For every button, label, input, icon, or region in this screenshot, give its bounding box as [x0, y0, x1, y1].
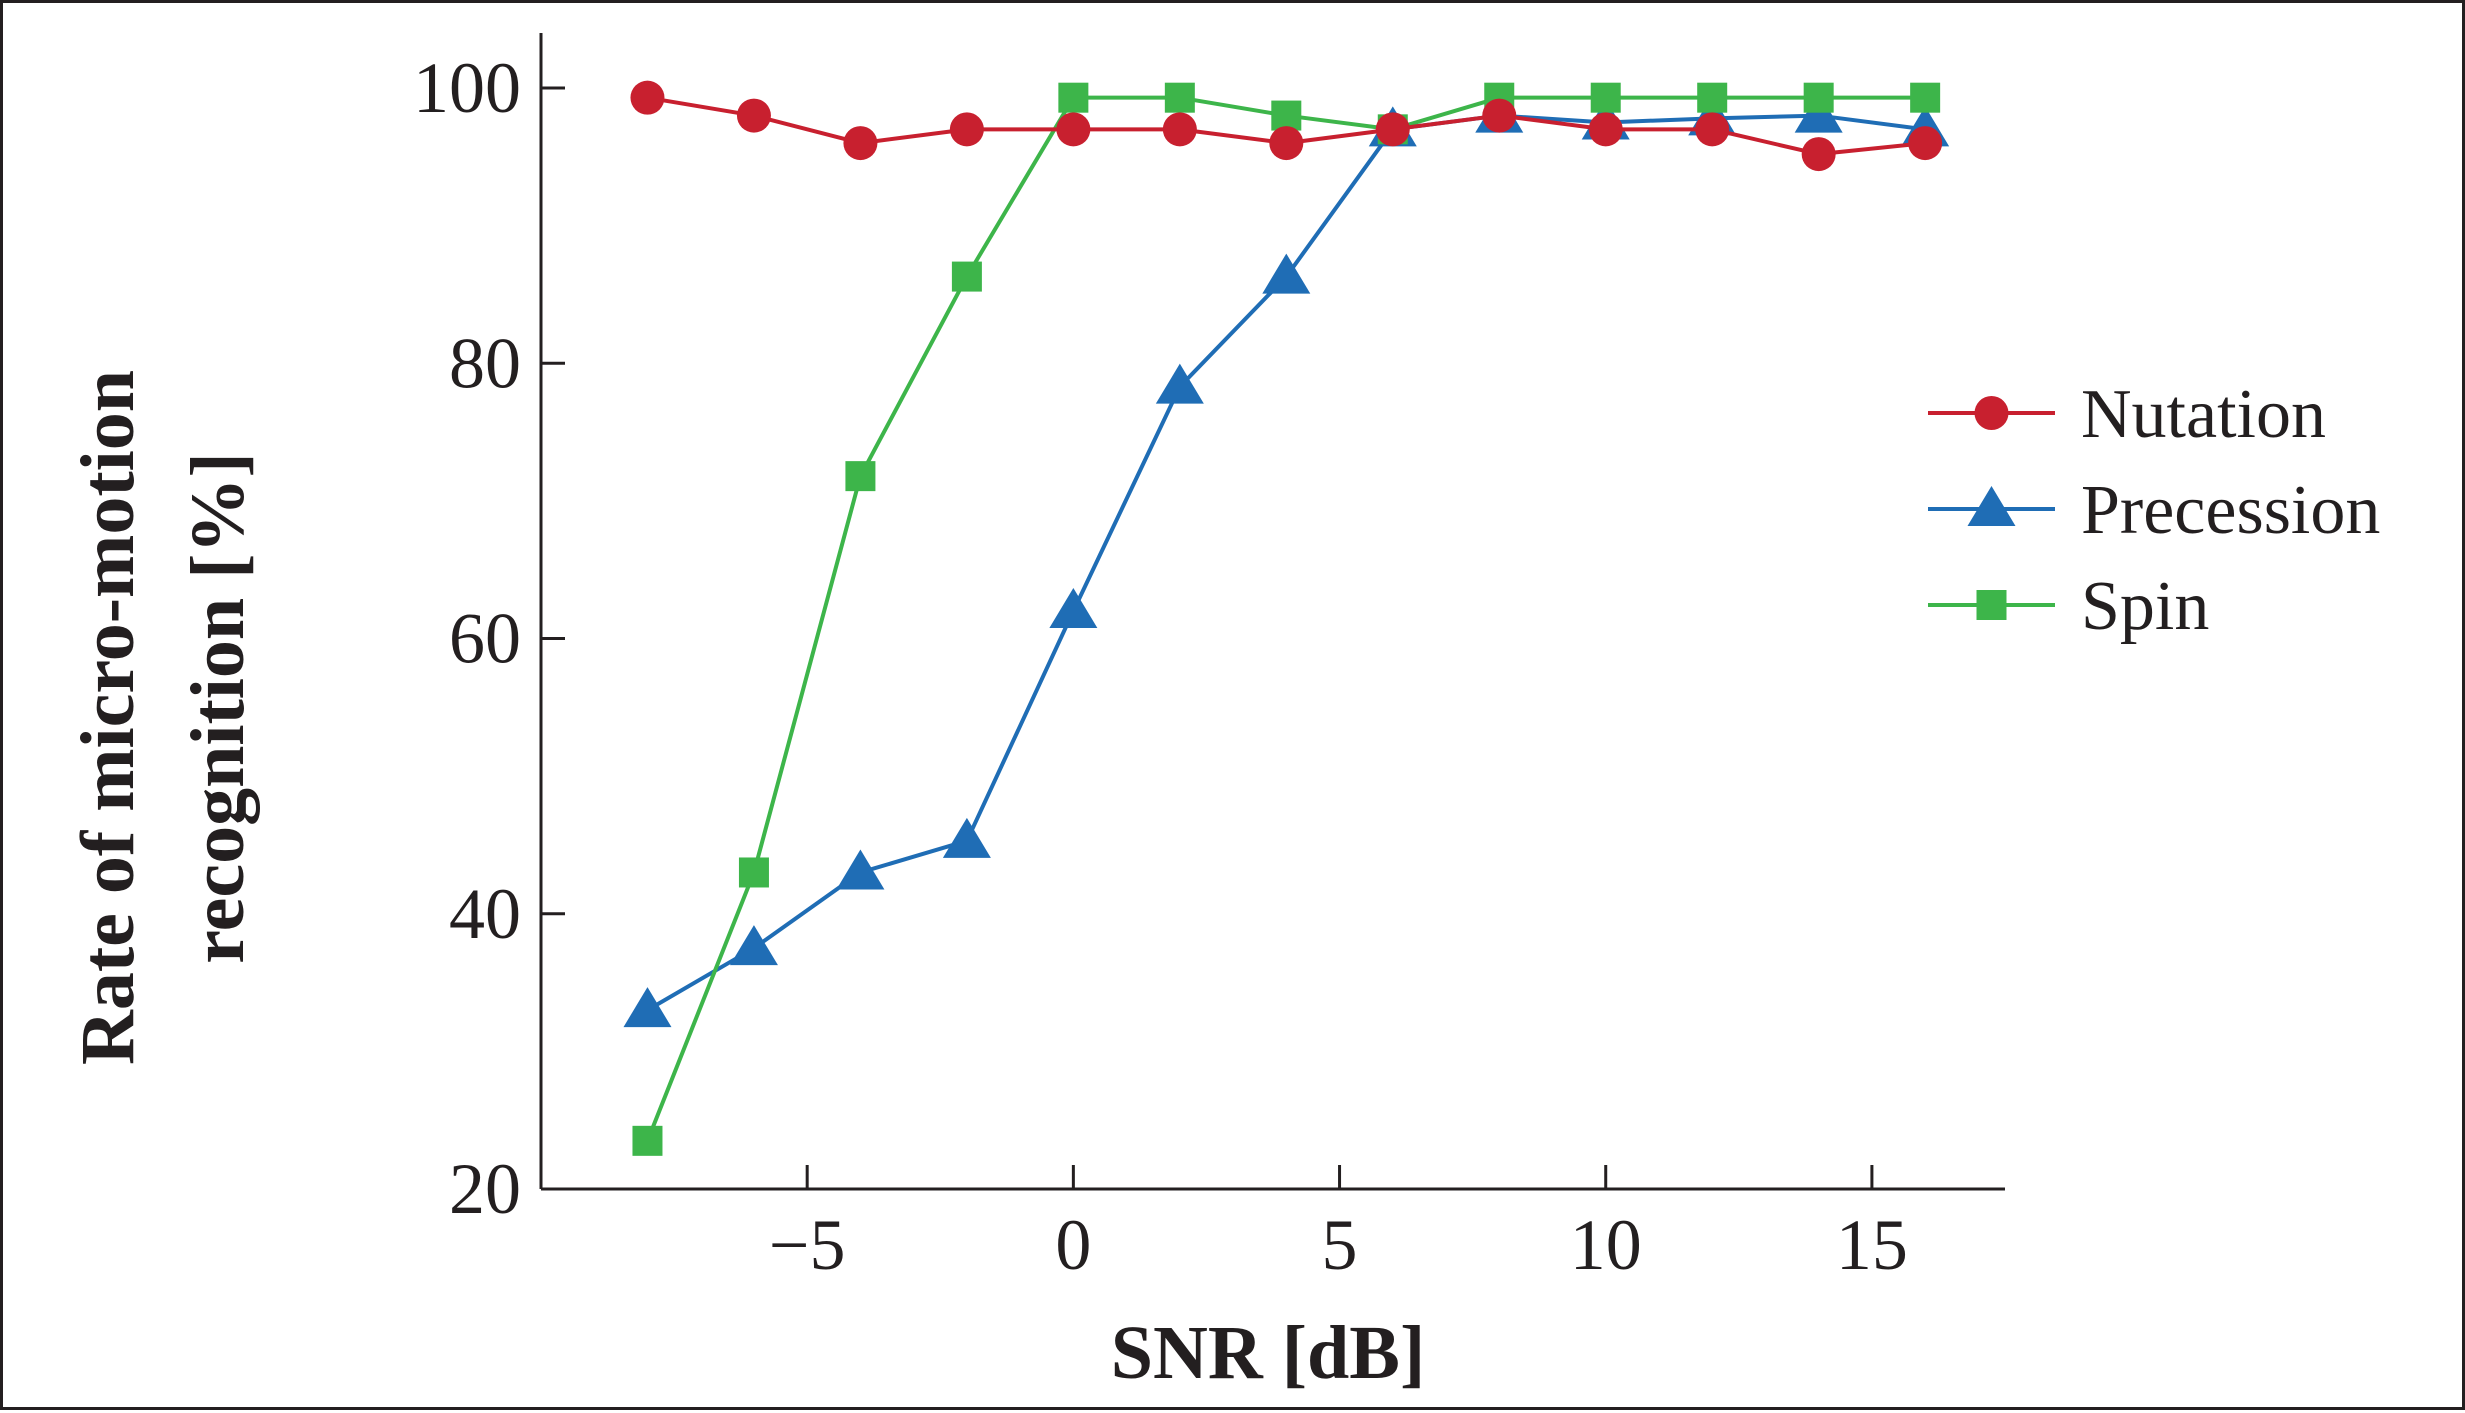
precession-point: [1049, 588, 1098, 628]
spin-point: [845, 461, 876, 492]
spin-point: [738, 857, 769, 888]
y-tick-label: 20: [449, 1149, 521, 1229]
x-tick-label: 5: [1322, 1205, 1358, 1285]
legend-item-nutation: Nutation: [1928, 376, 2326, 453]
x-axis-title: SNR [dB]: [1111, 1311, 1426, 1395]
spin-point: [1803, 82, 1834, 113]
x-tick-label: −5: [769, 1205, 846, 1285]
y-axis-title-line-1: Rate of micro-motion: [66, 370, 150, 1065]
legend-item-precession: Precession: [1928, 472, 2380, 549]
spin-point: [632, 1125, 663, 1156]
nutation-point: [1375, 112, 1410, 147]
y-tick-label: 40: [449, 874, 521, 954]
spin-point: [1271, 100, 1302, 131]
y-axis-title-line-2: recognition [%]: [176, 452, 260, 964]
nutation-point: [1908, 126, 1943, 161]
precession-point: [1155, 363, 1204, 404]
nutation-point: [1269, 126, 1304, 161]
spin-point: [1697, 82, 1728, 113]
y-axis-title: Rate of micro-motion recognition [%]: [66, 351, 260, 1065]
y-tick-label: 100: [413, 48, 521, 128]
spin-point: [1164, 82, 1195, 113]
spin-point: [1910, 82, 1941, 113]
nutation-point: [736, 98, 771, 133]
series-precession: [623, 92, 1950, 1028]
nutation-point: [630, 80, 665, 115]
nutation-point: [1588, 112, 1623, 147]
nutation-point: [1482, 98, 1517, 133]
series-layer: [623, 80, 1950, 1156]
precession-point: [623, 987, 672, 1028]
spin-point: [951, 261, 982, 292]
x-tick-label: 15: [1836, 1205, 1908, 1285]
axes: [539, 33, 2005, 1191]
series-spin: [632, 82, 1941, 1156]
x-ticks: −5 0 5 10 15: [769, 1165, 1908, 1285]
nutation-point: [843, 126, 878, 161]
precession-point: [1262, 253, 1311, 294]
y-tick-label: 80: [449, 323, 521, 403]
legend-label-nutation: Nutation: [2081, 376, 2326, 453]
spin-point: [1590, 82, 1621, 113]
nutation-point: [1056, 112, 1091, 147]
legend-swatch-marker: [1974, 396, 2009, 430]
legend-item-spin: Spin: [1928, 568, 2209, 645]
legend-label-spin: Spin: [2081, 568, 2209, 645]
spin-point: [1058, 82, 1089, 113]
legend: Nutation Precession Spin: [1928, 376, 2380, 645]
legend-swatch-marker: [1976, 590, 2007, 620]
nutation-point: [1695, 112, 1730, 147]
nutation-point: [1162, 112, 1197, 147]
nutation-point: [949, 112, 984, 147]
chart-svg: −5 0 5 10 15 20 40 60 80 100 SNR [dB] Rate of mi…: [66, 33, 2380, 1395]
nutation-point: [1801, 137, 1836, 172]
legend-swatch-marker: [1967, 486, 2016, 526]
x-tick-label: 10: [1570, 1205, 1642, 1285]
precession-point: [942, 817, 991, 858]
series-nutation: [630, 80, 1943, 172]
legend-label-precession: Precession: [2081, 472, 2380, 549]
precession-point: [729, 925, 778, 966]
y-ticks: 20 40 60 80 100: [413, 48, 565, 1229]
x-tick-label: 0: [1055, 1205, 1091, 1285]
precession-point: [836, 849, 885, 890]
y-tick-label: 60: [449, 599, 521, 679]
